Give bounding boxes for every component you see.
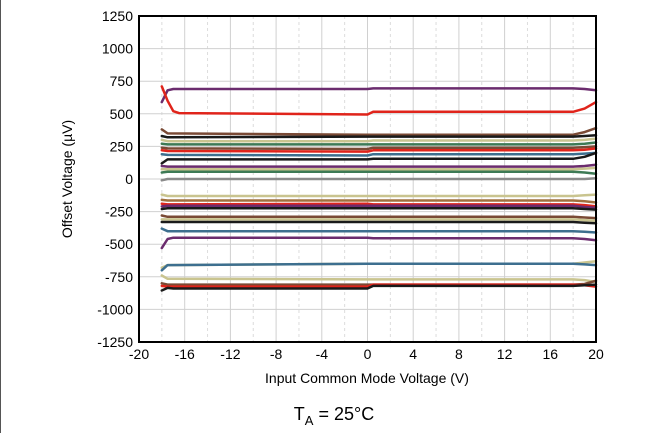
y-tick-label: 1250 — [102, 8, 133, 24]
annotation-rest: = 25°C — [313, 404, 374, 424]
series-line — [160, 193, 598, 198]
series-line — [160, 227, 598, 234]
series-line — [160, 87, 598, 104]
x-tick-label: 0 — [364, 346, 372, 362]
y-tick-label: -250 — [105, 204, 133, 220]
x-tick-label: 16 — [543, 346, 559, 362]
series-line — [160, 262, 598, 272]
x-tick-label: -4 — [316, 346, 329, 362]
x-tick-label: -12 — [220, 346, 240, 362]
x-tick-label: -16 — [175, 346, 195, 362]
y-axis-tick-labels: 1250 1000 750 500 250 0 -250 -500 -750 -1000 -1250 — [97, 8, 133, 350]
annotation-subscript: A — [305, 413, 314, 428]
y-tick-label: 750 — [110, 73, 134, 89]
x-axis-label: Input Common Mode Voltage (V) — [265, 370, 469, 386]
series-line — [160, 145, 598, 151]
series-line — [160, 198, 598, 204]
y-tick-label: -500 — [105, 236, 133, 252]
data-series-group — [160, 85, 598, 292]
annotation-base: T — [294, 404, 305, 424]
y-tick-label: -1000 — [97, 301, 133, 317]
series-line — [160, 137, 598, 143]
x-tick-label: -8 — [270, 346, 283, 362]
series-line — [160, 204, 598, 209]
series-line — [160, 85, 598, 116]
x-axis-tick-labels: -20 -16 -12 -8 -4 0 4 8 12 16 20 — [129, 346, 604, 362]
x-tick-label: 8 — [455, 346, 463, 362]
series-line — [160, 214, 598, 220]
x-tick-label: 4 — [409, 346, 417, 362]
series-line — [160, 141, 598, 146]
y-tick-label: 500 — [110, 106, 134, 122]
x-tick-label: 12 — [497, 346, 513, 362]
series-line — [160, 274, 598, 284]
series-line — [160, 151, 598, 165]
series-line — [160, 134, 598, 139]
series-line — [160, 170, 598, 176]
x-tick-label: 20 — [588, 346, 604, 362]
y-axis-label: Offset Voltage (µV) — [59, 120, 75, 238]
page-left-border — [0, 0, 1, 433]
series-line — [160, 147, 598, 153]
y-tick-label: 1000 — [102, 41, 133, 57]
y-tick-label: -1250 — [97, 334, 133, 350]
series-line — [160, 218, 598, 222]
y-tick-label: 0 — [125, 171, 133, 187]
series-line — [160, 163, 598, 168]
temperature-annotation: TA = 25°C — [294, 404, 374, 428]
series-line — [160, 166, 598, 171]
y-tick-label: -750 — [105, 269, 133, 285]
series-line — [160, 151, 598, 157]
series-line — [160, 202, 598, 208]
series-line — [160, 177, 598, 182]
series-line — [160, 220, 598, 225]
y-tick-label: 250 — [110, 138, 134, 154]
series-line — [160, 126, 598, 136]
series-line — [160, 207, 598, 211]
series-line — [160, 283, 598, 292]
x-tick-label: -20 — [129, 346, 149, 362]
plot-area-border — [138, 15, 597, 343]
series-line — [160, 236, 598, 250]
